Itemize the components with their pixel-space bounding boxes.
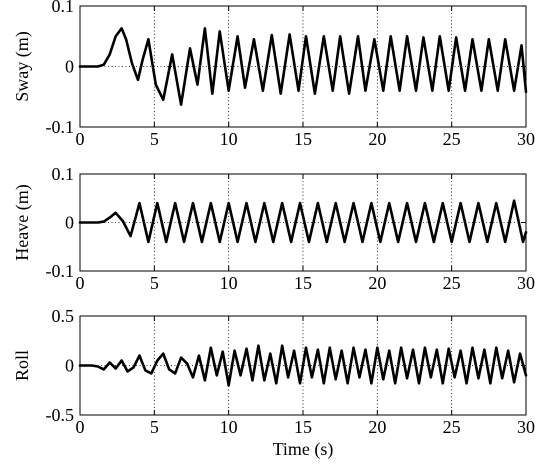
x-tick-label: 5	[150, 417, 159, 437]
y-tick-label: 0.1	[52, 0, 75, 16]
x-tick-label: 0	[76, 417, 85, 437]
x-tick-label: 0	[76, 129, 85, 149]
x-tick-label: 5	[150, 129, 159, 149]
y-tick-label: 0	[65, 213, 74, 233]
x-tick-label: 20	[368, 273, 386, 293]
x-axis-label: Time (s)	[273, 439, 334, 460]
y-axis-label: Sway (m)	[12, 31, 33, 102]
y-tick-label: 0.1	[52, 164, 75, 184]
series-line-1	[78, 27, 528, 106]
x-tick-label: 10	[220, 417, 238, 437]
x-tick-label: 30	[517, 417, 535, 437]
x-tick-label: 10	[220, 129, 238, 149]
x-tick-label: 25	[443, 129, 461, 149]
y-tick-label: 0.5	[52, 306, 75, 326]
y-tick-label: -0.1	[46, 261, 75, 281]
x-tick-label: 10	[220, 273, 238, 293]
x-tick-label: 25	[443, 417, 461, 437]
series-line-1	[78, 199, 528, 244]
x-tick-label: 0	[76, 273, 85, 293]
y-tick-label: -0.1	[46, 117, 75, 137]
x-tick-label: 20	[368, 417, 386, 437]
y-axis-label: Heave (m)	[12, 184, 33, 260]
x-tick-label: 15	[294, 417, 312, 437]
series-line-1	[78, 344, 528, 387]
x-tick-label: 30	[517, 129, 535, 149]
x-tick-label: 5	[150, 273, 159, 293]
y-tick-label: -0.5	[46, 405, 75, 425]
x-tick-label: 30	[517, 273, 535, 293]
y-axis-label: Roll	[12, 350, 32, 381]
x-tick-label: 25	[443, 273, 461, 293]
x-tick-label: 15	[294, 129, 312, 149]
x-tick-label: 15	[294, 273, 312, 293]
x-tick-label: 20	[368, 129, 386, 149]
y-tick-label: 0	[65, 57, 74, 77]
y-tick-label: 0	[65, 356, 74, 376]
